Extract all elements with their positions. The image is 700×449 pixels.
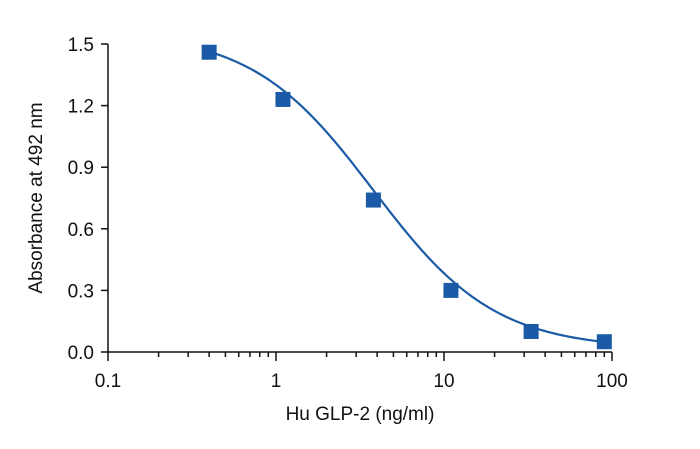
y-ticks: 0.0 0.3 0.6 0.9 1.2 1.5 xyxy=(68,35,108,364)
data-point xyxy=(443,282,459,298)
x-tick-label: 1 xyxy=(271,371,282,392)
data-point xyxy=(365,192,381,208)
y-axis-title: Absorbance at 492 nm xyxy=(26,102,47,293)
y-tick-label: 0.3 xyxy=(68,281,94,302)
data-point xyxy=(201,44,217,60)
fit-curve xyxy=(208,50,605,344)
y-tick-label: 1.5 xyxy=(68,35,94,56)
axes xyxy=(107,44,612,353)
y-tick-label: 0.9 xyxy=(68,158,94,179)
data-point xyxy=(596,334,612,350)
data-point xyxy=(275,91,291,107)
x-ticks: 0.1 1 10 100 xyxy=(95,352,628,392)
data-point xyxy=(523,323,539,339)
y-tick-label: 1.2 xyxy=(68,97,94,118)
x-axis-title: Hu GLP-2 (ng/ml) xyxy=(286,404,435,425)
y-tick-label: 0.0 xyxy=(68,343,94,364)
x-tick-label: 10 xyxy=(433,371,454,392)
x-tick-label: 100 xyxy=(596,371,628,392)
x-tick-label: 0.1 xyxy=(95,371,121,392)
y-tick-label: 0.6 xyxy=(68,220,94,241)
plot-area xyxy=(201,44,612,350)
